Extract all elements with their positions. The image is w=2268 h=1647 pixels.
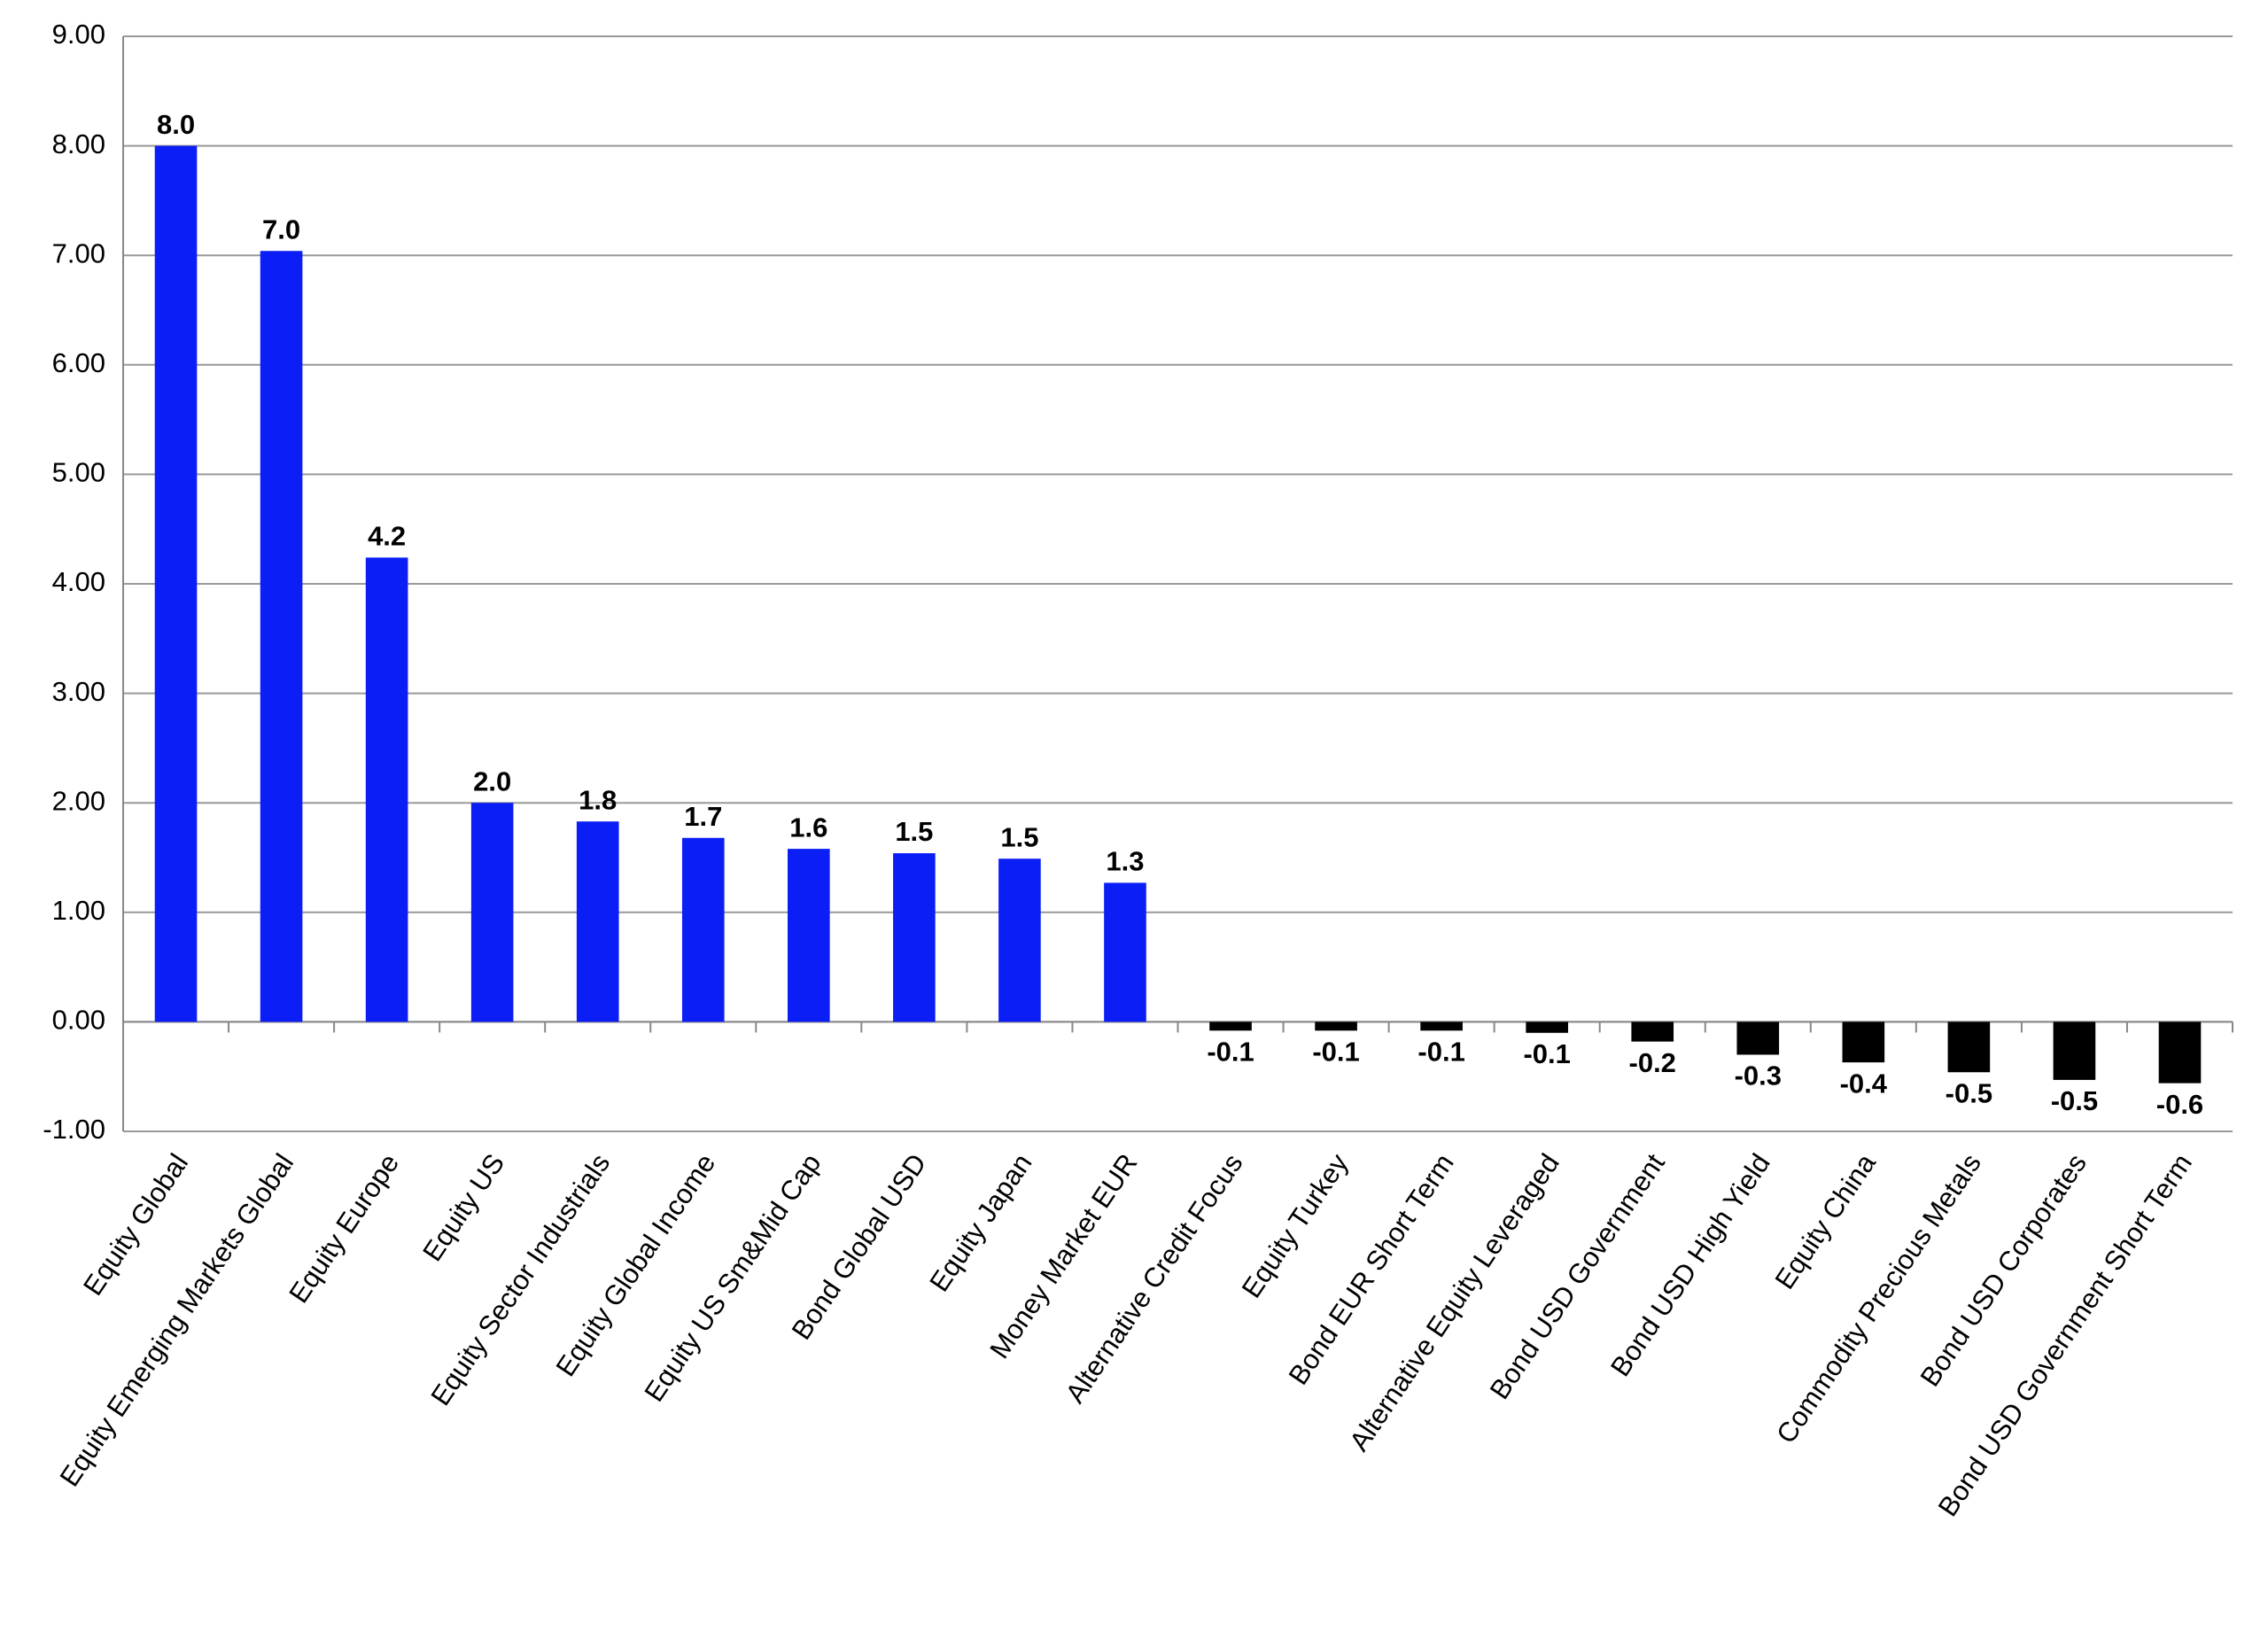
bar bbox=[2158, 1022, 2202, 1084]
y-tick-label: 8.00 bbox=[52, 128, 105, 159]
value-label: -0.1 bbox=[1418, 1036, 1464, 1067]
x-tick-label: Equity US Sm&Mid Cap bbox=[638, 1148, 827, 1407]
bar bbox=[681, 837, 725, 1022]
bar bbox=[1420, 1022, 1463, 1031]
value-label: 1.5 bbox=[1000, 821, 1038, 852]
x-tick-label: Alternative Equity Leveraged bbox=[1343, 1148, 1565, 1457]
y-tick-label: 5.00 bbox=[52, 457, 105, 488]
bar bbox=[1631, 1022, 1674, 1042]
bar bbox=[470, 803, 514, 1022]
y-tick-label: -1.00 bbox=[43, 1114, 105, 1145]
bar bbox=[1947, 1022, 1991, 1073]
x-tick-label: Equity Emerging Markets Global bbox=[54, 1148, 300, 1492]
x-tick-label: Equity Europe bbox=[283, 1148, 405, 1309]
value-label: -0.5 bbox=[2051, 1085, 2098, 1116]
x-tick-label: Equity China bbox=[1769, 1147, 1883, 1294]
y-tick-label: 0.00 bbox=[52, 1005, 105, 1036]
value-label: 1.8 bbox=[579, 784, 617, 815]
y-tick-label: 1.00 bbox=[52, 895, 105, 926]
value-label: 7.0 bbox=[262, 214, 300, 245]
bar bbox=[1526, 1022, 1568, 1033]
bar bbox=[893, 853, 936, 1022]
bar bbox=[576, 821, 619, 1022]
y-tick-label: 2.00 bbox=[52, 785, 105, 816]
y-tick-label: 6.00 bbox=[52, 347, 105, 378]
value-label: -0.3 bbox=[1735, 1060, 1782, 1092]
bar bbox=[365, 557, 408, 1022]
y-tick-label: 4.00 bbox=[52, 566, 105, 597]
bar bbox=[260, 251, 303, 1022]
bar bbox=[1842, 1022, 1885, 1063]
bar bbox=[788, 849, 830, 1022]
x-tick-label: Equity US bbox=[416, 1148, 510, 1267]
value-label: 4.2 bbox=[368, 521, 406, 552]
y-tick-label: 9.00 bbox=[52, 19, 105, 50]
bar bbox=[1209, 1022, 1252, 1031]
value-label: 1.7 bbox=[684, 801, 722, 832]
bar bbox=[1736, 1022, 1780, 1055]
value-label: -0.2 bbox=[1629, 1047, 1676, 1078]
bar bbox=[1104, 882, 1146, 1022]
x-tick-label: Equity Global bbox=[77, 1148, 194, 1301]
value-label: 1.6 bbox=[789, 812, 827, 843]
y-tick-label: 3.00 bbox=[52, 676, 105, 707]
bar bbox=[998, 858, 1041, 1022]
x-tick-label: Equity Japan bbox=[923, 1148, 1037, 1297]
x-tick-label: Equity Sector Industrials bbox=[424, 1148, 616, 1411]
bar bbox=[1315, 1022, 1357, 1031]
value-label: -0.1 bbox=[1523, 1038, 1570, 1069]
value-label: -0.4 bbox=[1840, 1068, 1888, 1099]
x-tick-label: Alternative Credit Focus bbox=[1060, 1148, 1249, 1409]
bar bbox=[2053, 1022, 2096, 1080]
y-tick-label: 7.00 bbox=[52, 237, 105, 268]
value-label: -0.6 bbox=[2156, 1089, 2203, 1120]
value-label: -0.1 bbox=[1207, 1036, 1254, 1067]
x-tick-label: Equity Turkey bbox=[1236, 1148, 1355, 1304]
value-label: -0.1 bbox=[1312, 1036, 1359, 1067]
bar bbox=[154, 145, 198, 1022]
x-tick-label: Bond USD Government bbox=[1484, 1148, 1671, 1405]
value-label: 2.0 bbox=[473, 765, 511, 796]
value-label: 1.5 bbox=[895, 816, 933, 847]
x-tick-label: Commodity Precious Metals bbox=[1770, 1148, 1987, 1449]
value-label: 8.0 bbox=[157, 109, 195, 140]
value-label: -0.5 bbox=[1946, 1077, 1992, 1108]
value-label: 1.3 bbox=[1106, 846, 1144, 877]
